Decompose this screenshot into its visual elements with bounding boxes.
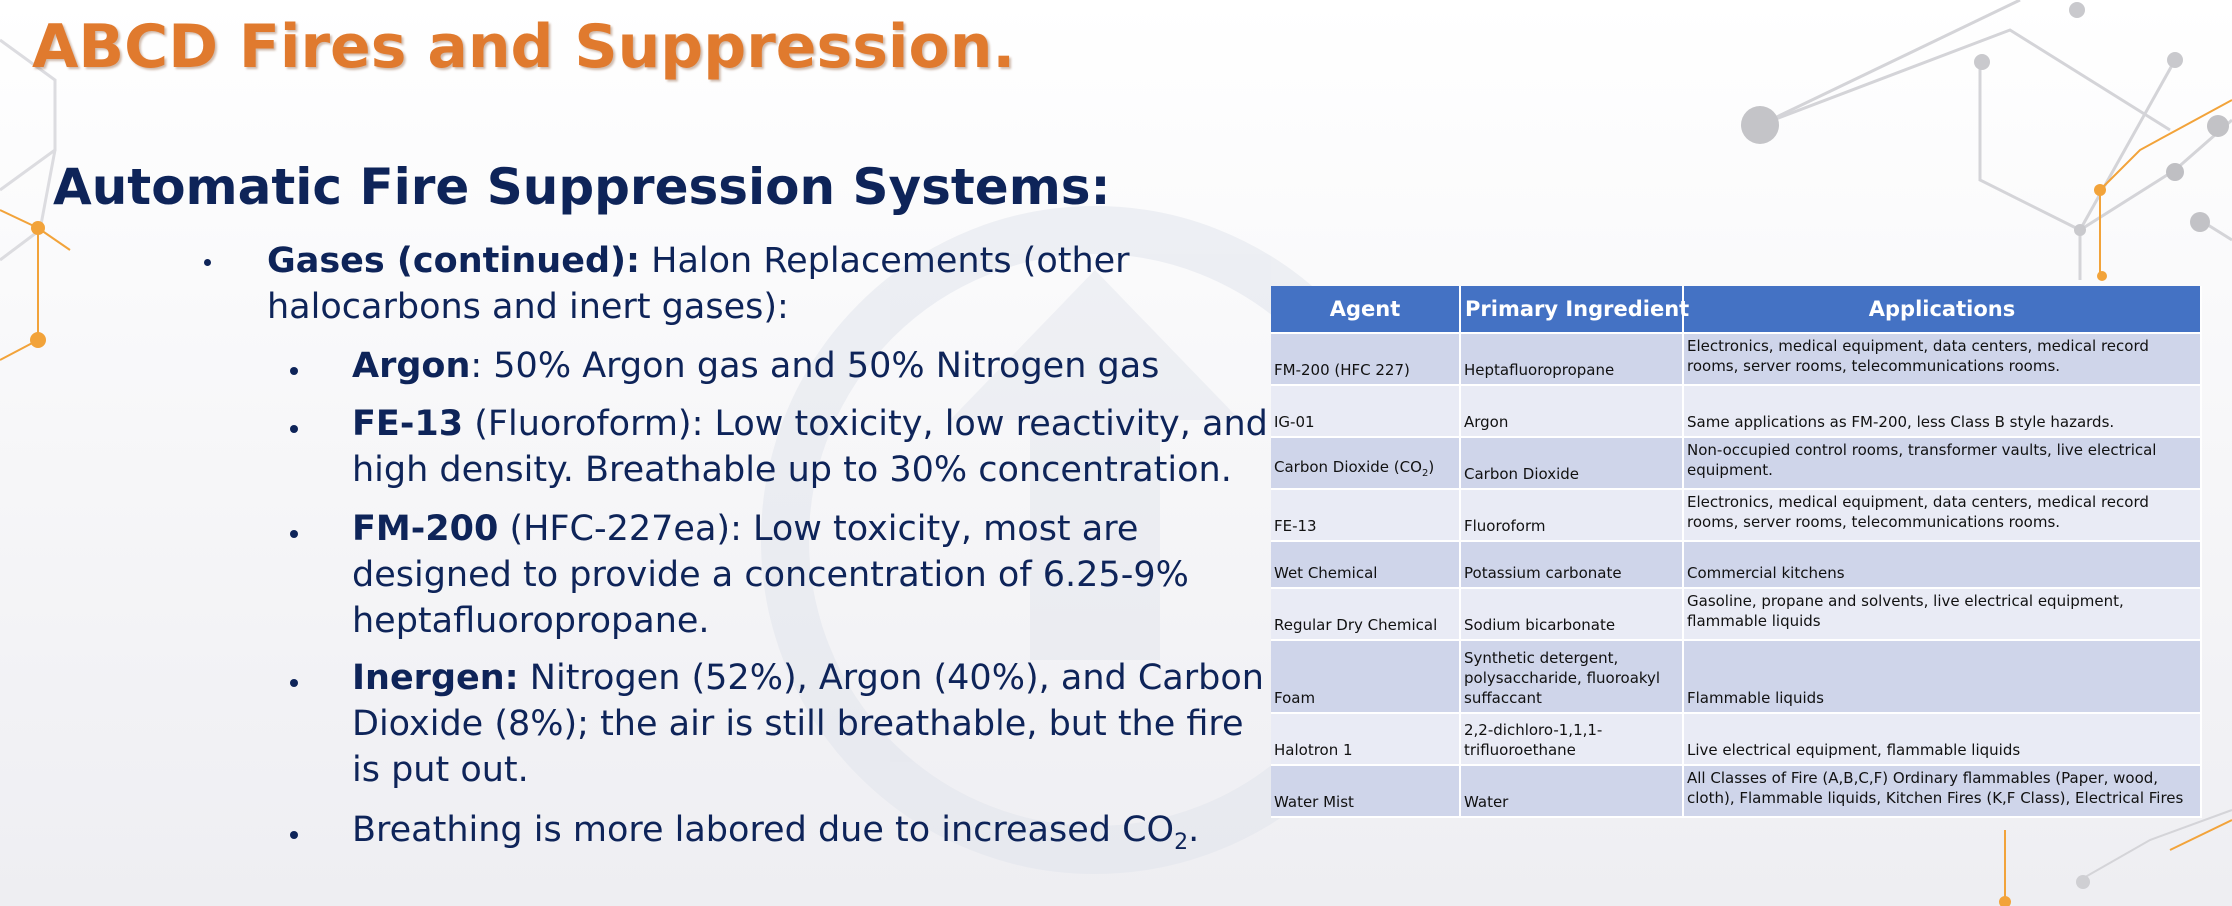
cell-agent: Water Mist <box>1271 765 1461 818</box>
bullet-text: high density. Breathable up to 30% conce… <box>352 450 1232 490</box>
cell-agent: Regular Dry Chemical <box>1271 588 1461 641</box>
agent-text: Carbon Dioxide (CO <box>1274 458 1422 476</box>
bullet-text: . <box>1188 810 1200 850</box>
table-row: IG-01 Argon Same applications as FM-200,… <box>1271 385 2202 438</box>
cell-agent: Carbon Dioxide (CO2) <box>1271 437 1461 490</box>
bullet-dot <box>204 259 211 266</box>
right-orange-lines <box>2004 99 2232 906</box>
bullet-dot <box>290 367 298 375</box>
table-row: Wet Chemical Potassium carbonate Commerc… <box>1271 541 2202 589</box>
subscript: 2 <box>1421 468 1429 479</box>
cell-ingredient: Heptafluoropropane <box>1460 333 1684 386</box>
bullet-text: : 50% Argon gas and 50% Nitrogen gas <box>470 346 1160 386</box>
cell-agent: Halotron 1 <box>1271 713 1461 766</box>
cell-ingredient: Potassium carbonate <box>1460 541 1684 589</box>
subscript: 2 <box>1174 830 1189 855</box>
bullet-inergen: Inergen: Nitrogen (52%), Argon (40%), an… <box>352 655 1264 793</box>
bullet-list: Gases (continued): Halon Replacements (o… <box>204 238 1268 855</box>
cell-applications: Electronics, medical equipment, data cen… <box>1683 333 2202 386</box>
node-dot <box>31 221 45 235</box>
cell-ingredient: Fluoroform <box>1460 489 1684 542</box>
node-dot <box>1741 106 1779 144</box>
bullet-label: Inergen: <box>352 658 519 698</box>
cell-applications: Non-occupied control rooms, transformer … <box>1683 437 2202 490</box>
cell-agent: FM-200 (HFC 227) <box>1271 333 1461 386</box>
bullet-breathing: Breathing is more labored due to increas… <box>352 807 1200 855</box>
bullet-dot <box>290 530 298 538</box>
cell-ingredient: 2,2-dichloro-1,1,1-trifluoroethane <box>1460 713 1684 766</box>
cell-ingredient: Carbon Dioxide <box>1460 437 1684 490</box>
cell-ingredient: Sodium bicarbonate <box>1460 588 1684 641</box>
cell-ingredient: Water <box>1460 765 1684 818</box>
cell-agent: Foam <box>1271 640 1461 714</box>
cell-applications: All Classes of Fire (A,B,C,F) Ordinary f… <box>1683 765 2202 818</box>
table-row: Halotron 1 2,2-dichloro-1,1,1-trifluoroe… <box>1271 713 2202 766</box>
agent-text: ) <box>1428 458 1435 476</box>
bullet-dot <box>290 831 298 839</box>
bullet-argon: Argon: 50% Argon gas and 50% Nitrogen ga… <box>352 343 1159 389</box>
cell-ingredient: Argon <box>1460 385 1684 438</box>
cell-agent: IG-01 <box>1271 385 1461 438</box>
bullet-fe13: FE-13 (Fluoroform): Low toxicity, low re… <box>352 401 1268 493</box>
bullet-text: halocarbons and inert gases): <box>267 287 789 327</box>
table-row: Regular Dry Chemical Sodium bicarbonate … <box>1271 588 2202 641</box>
cell-ingredient: Synthetic detergent, polysaccharide, flu… <box>1460 640 1684 714</box>
cell-applications: Gasoline, propane and solvents, live ele… <box>1683 588 2202 641</box>
suppression-agents-table: Agent Primary Ingredient Applications FM… <box>1271 286 2202 818</box>
table-row: Carbon Dioxide (CO2) Carbon Dioxide Non-… <box>1271 437 2202 490</box>
bullet-label: FM-200 <box>352 509 499 549</box>
table-row: Foam Synthetic detergent, polysaccharide… <box>1271 640 2202 714</box>
bullet-dot <box>290 679 298 687</box>
table-header-row: Agent Primary Ingredient Applications <box>1271 286 2202 334</box>
slide-title: ABCD Fires and Suppression. <box>32 12 1016 82</box>
cell-applications: Electronics, medical equipment, data cen… <box>1683 489 2202 542</box>
header-agent: Agent <box>1271 286 1461 334</box>
bullet-label: Gases (continued): <box>267 241 640 281</box>
bullet-text: Nitrogen (52%), Argon (40%), and Carbon <box>518 658 1264 698</box>
bullet-text: Breathing is more labored due to increas… <box>352 810 1175 850</box>
bullet-dot <box>290 425 298 433</box>
header-primary-ingredient: Primary Ingredient <box>1460 286 1689 334</box>
right-network-lines <box>1759 0 2232 280</box>
cell-agent: Wet Chemical <box>1271 541 1461 589</box>
cell-applications: Same applications as FM-200, less Class … <box>1683 385 2202 438</box>
bullet-label: FE-13 <box>352 404 464 444</box>
node-dot <box>30 332 46 348</box>
bullet-text: is put out. <box>352 750 529 790</box>
table-row: Water Mist Water All Classes of Fire (A,… <box>1271 765 2202 818</box>
bullet-text: Dioxide (8%); the air is still breathabl… <box>352 704 1244 744</box>
bullet-label: Argon <box>352 346 471 386</box>
bullet-text: (HFC-227ea): Low toxicity, most are <box>498 509 1139 549</box>
bullet-gases: Gases (continued): Halon Replacements (o… <box>267 238 1130 330</box>
cell-applications: Flammable liquids <box>1683 640 2202 714</box>
table-row: FM-200 (HFC 227) Heptafluoropropane Elec… <box>1271 333 2202 386</box>
cell-applications: Commercial kitchens <box>1683 541 2202 589</box>
section-title: Automatic Fire Suppression Systems: <box>53 158 1111 216</box>
table-row: FE-13 Fluoroform Electronics, medical eq… <box>1271 489 2202 542</box>
bullet-text: designed to provide a concentration of 6… <box>352 555 1189 595</box>
bullet-fm200: FM-200 (HFC-227ea): Low toxicity, most a… <box>352 506 1189 644</box>
cell-applications: Live electrical equipment, flammable liq… <box>1683 713 2202 766</box>
bullet-text: heptafluoropropane. <box>352 601 710 641</box>
bullet-text: Halon Replacements (other <box>640 241 1130 281</box>
cell-agent: FE-13 <box>1271 489 1461 542</box>
bullet-text: (Fluoroform): Low toxicity, low reactivi… <box>463 404 1268 444</box>
header-applications: Applications <box>1683 286 2202 334</box>
